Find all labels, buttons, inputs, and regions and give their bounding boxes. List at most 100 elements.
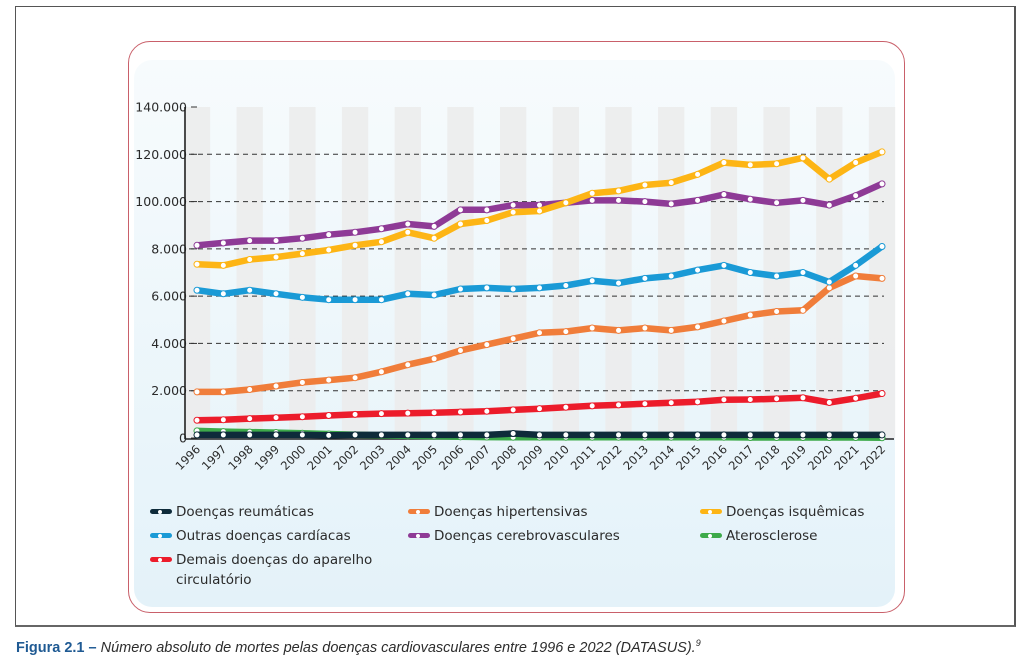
y-tick-label: 2.000 [151,383,187,398]
data-point [483,284,491,292]
data-point [377,238,385,246]
data-point [456,220,464,228]
year-band [447,107,474,438]
data-point [799,431,807,439]
data-point [667,399,675,407]
data-point [773,199,781,207]
x-tick-label: 1999 [252,442,283,473]
data-point [219,290,227,298]
x-tick-label: 2013 [620,442,651,473]
data-point [509,208,517,216]
data-point [588,189,596,197]
data-point [799,196,807,204]
y-tick-label: 4.000 [151,336,187,351]
data-point [246,255,254,263]
year-band [236,107,263,438]
data-point [773,272,781,280]
data-point [377,296,385,304]
x-tick-label: 2009 [515,442,546,473]
data-point [509,335,517,343]
series-lines [193,148,886,442]
data-point [456,408,464,416]
x-tick-label: 1998 [225,442,256,473]
data-point [219,261,227,269]
data-point [351,431,359,439]
x-tick-label: 2017 [726,442,757,473]
data-point [404,290,412,298]
series-doen-as-isqu-micas [193,148,886,269]
data-point [536,329,543,337]
data-point [298,431,306,439]
data-point [825,399,833,407]
data-point [404,361,412,369]
data-point [272,237,280,245]
data-point [272,414,280,422]
year-band [816,107,843,438]
data-point [325,376,333,384]
x-tick-label: 2004 [383,442,414,473]
data-point [615,187,623,195]
data-point [773,308,781,316]
legend-item-aterosclerose: Aterosclerose [700,526,817,546]
legend-item-outras-cardiacas: Outras doenças cardíacas [150,526,351,546]
legend-item-cerebrovasculares: Doenças cerebrovasculares [408,526,620,546]
data-point [667,272,675,280]
data-point [667,200,675,208]
x-axis-ticks: 1996199719981999200020012002200320042005… [173,442,889,473]
x-tick-label: 2007 [462,442,493,473]
data-point [588,324,596,332]
data-point [799,269,807,276]
data-point [351,296,359,304]
year-band [341,107,369,438]
data-point [562,282,570,290]
data-point [272,253,280,261]
data-point [694,266,702,274]
data-point [852,272,860,280]
data-point [404,431,412,439]
x-tick-label: 2001 [304,442,335,473]
data-point [878,242,886,250]
data-point [325,431,333,439]
data-point [219,239,227,247]
data-point [562,199,570,207]
data-point [272,431,280,439]
data-point [667,431,675,439]
data-point [377,225,385,233]
data-point [193,260,201,268]
data-point [193,388,201,396]
x-tick-label: 2000 [278,442,309,473]
data-point [219,388,227,396]
data-point [483,206,491,214]
data-point [878,180,886,188]
data-point [325,246,333,254]
year-band [605,107,632,438]
data-point [536,284,543,292]
data-point [588,277,596,285]
legend-marker-icon [150,550,172,570]
legend-item-hipertensivas: Doenças hipertensivas [408,502,588,522]
caption-footnote: 9 [695,638,701,648]
caption-text: Número absoluto de mortes pelas doenças … [96,639,696,656]
series-outras-doen-as-card-acas [193,242,886,304]
data-point [825,175,833,183]
x-tick-label: 2020 [805,442,836,473]
x-tick-label: 2016 [699,442,730,473]
x-tick-label: 2019 [778,442,809,473]
data-point [246,386,254,394]
caption-label: Figura 2.1 – [16,639,97,656]
data-point [219,416,227,424]
data-point [483,216,491,224]
data-point [430,291,438,299]
data-point [351,410,359,418]
data-point [720,396,728,404]
legend-marker-icon [150,526,172,546]
data-point [852,159,860,167]
data-point [430,222,438,230]
data-point [720,190,728,198]
legend-item-isquemicas: Doenças isquêmicas [700,502,864,522]
data-point [246,237,254,245]
data-point [430,431,438,439]
data-point [298,234,306,242]
data-point [351,241,359,249]
x-tick-label: 2015 [673,442,704,473]
